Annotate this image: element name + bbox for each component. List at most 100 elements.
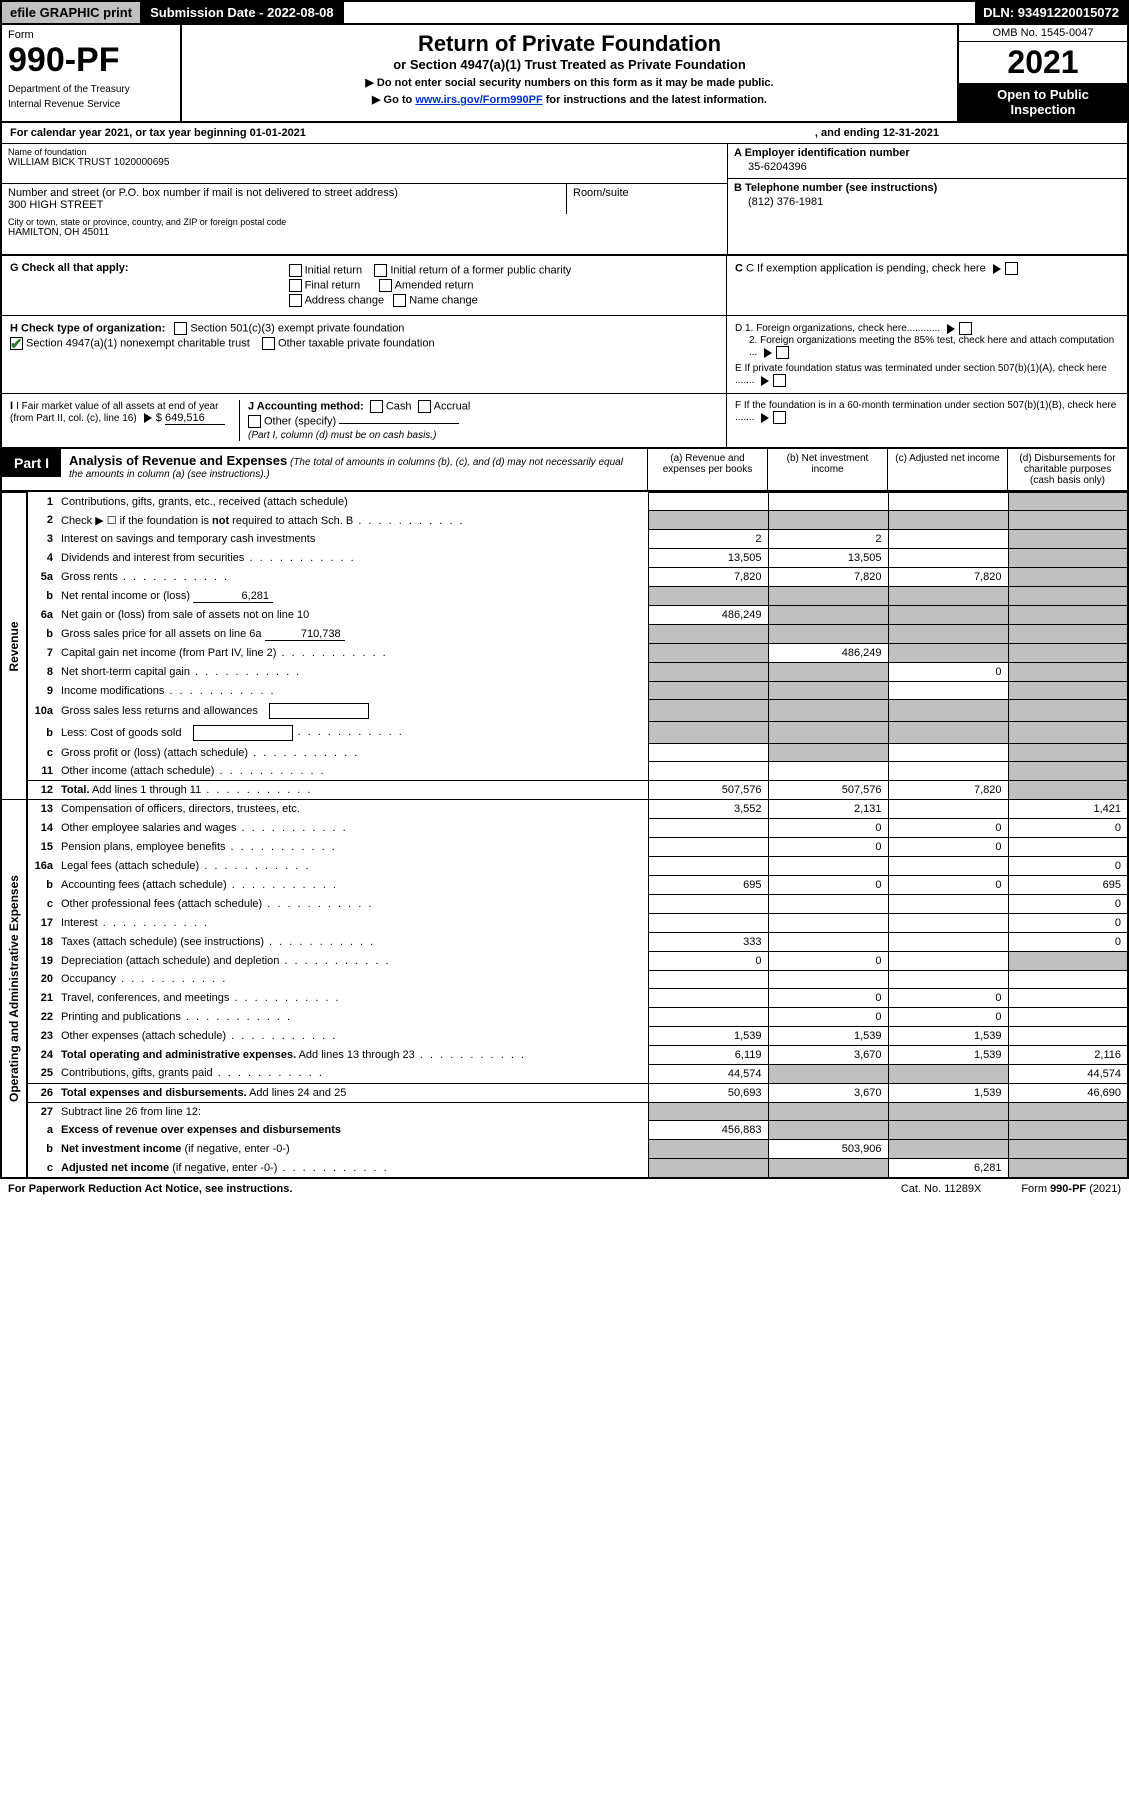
part1-header: Part I Analysis of Revenue and Expenses … xyxy=(0,449,1129,492)
triangle-icon xyxy=(993,264,1001,274)
c-exemption: C C If exemption application is pending,… xyxy=(735,262,1119,275)
entity-block: Name of foundation WILLIAM BICK TRUST 10… xyxy=(0,144,1129,256)
col-b-value: 0 xyxy=(768,951,888,970)
chk-d2[interactable] xyxy=(776,346,789,359)
pra-notice: For Paperwork Reduction Act Notice, see … xyxy=(8,1183,292,1195)
col-d-value xyxy=(1008,1140,1128,1159)
col-a-header: (a) Revenue and expenses per books xyxy=(647,449,767,490)
line-number: 21 xyxy=(27,988,57,1007)
line-desc: Other professional fees (attach schedule… xyxy=(57,894,648,913)
efile-label: efile GRAPHIC print xyxy=(2,2,142,23)
col-c-value: 0 xyxy=(888,663,1008,682)
line-number: 1 xyxy=(27,493,57,511)
line-desc: Other employee salaries and wages xyxy=(57,818,648,837)
col-a-value xyxy=(648,1102,768,1121)
col-a-value xyxy=(648,1007,768,1026)
col-d-value xyxy=(1008,493,1128,511)
col-b-value: 507,576 xyxy=(768,780,888,799)
section-i-j-f: I I Fair market value of all assets at e… xyxy=(0,394,1129,449)
chk-address-change[interactable] xyxy=(289,294,302,307)
chk-4947a1[interactable] xyxy=(10,337,23,350)
line-desc: Gross rents xyxy=(57,568,648,587)
col-b-value xyxy=(768,493,888,511)
col-a-value xyxy=(648,644,768,663)
line-desc: Dividends and interest from securities xyxy=(57,549,648,568)
ein-row: A Employer identification number 35-6204… xyxy=(728,144,1127,179)
col-d-value xyxy=(1008,744,1128,762)
line-number: b xyxy=(27,875,57,894)
col-b-value: 0 xyxy=(768,988,888,1007)
col-a-value xyxy=(648,511,768,530)
col-d-value xyxy=(1008,530,1128,549)
open-inspection: Open to PublicInspection xyxy=(959,83,1127,121)
chk-amended-return[interactable] xyxy=(379,279,392,292)
j-accounting: J Accounting method: Cash Accrual Other … xyxy=(240,400,718,441)
col-a-value xyxy=(648,818,768,837)
line-number: 16a xyxy=(27,856,57,875)
line-number: 7 xyxy=(27,644,57,663)
col-d-value: 0 xyxy=(1008,932,1128,951)
col-a-value: 44,574 xyxy=(648,1064,768,1083)
col-b-value: 503,906 xyxy=(768,1140,888,1159)
part1-table: Revenue1Contributions, gifts, grants, et… xyxy=(0,492,1129,1179)
col-c-value: 7,820 xyxy=(888,568,1008,587)
col-c-value xyxy=(888,1121,1008,1140)
table-row: cGross profit or (loss) (attach schedule… xyxy=(1,744,1128,762)
col-c-value xyxy=(888,894,1008,913)
col-c-value xyxy=(888,644,1008,663)
chk-initial-return[interactable] xyxy=(289,264,302,277)
triangle-icon xyxy=(144,413,152,423)
col-a-value: 695 xyxy=(648,875,768,894)
chk-initial-public[interactable] xyxy=(374,264,387,277)
col-b-value xyxy=(768,856,888,875)
col-c-value: 6,281 xyxy=(888,1159,1008,1179)
col-d-value xyxy=(1008,837,1128,856)
chk-final-return[interactable] xyxy=(289,279,302,292)
chk-other-method[interactable] xyxy=(248,415,261,428)
triangle-icon xyxy=(761,376,769,386)
col-b-value xyxy=(768,663,888,682)
col-d-value xyxy=(1008,587,1128,606)
chk-c[interactable] xyxy=(1005,262,1018,275)
triangle-icon xyxy=(947,324,955,334)
form-ref: Form 990-PF (2021) xyxy=(1021,1183,1121,1195)
col-a-value: 486,249 xyxy=(648,606,768,625)
j-note: (Part I, column (d) must be on cash basi… xyxy=(248,430,718,441)
line-desc: Income modifications xyxy=(57,682,648,700)
line-desc: Net rental income or (loss) 6,281 xyxy=(57,587,648,606)
chk-cash[interactable] xyxy=(370,400,383,413)
col-b-header: (b) Net investment income xyxy=(767,449,887,490)
year-block: OMB No. 1545-0047 2021 Open to PublicIns… xyxy=(957,25,1127,121)
table-row: 21Travel, conferences, and meetings00 xyxy=(1,988,1128,1007)
table-row: 19Depreciation (attach schedule) and dep… xyxy=(1,951,1128,970)
line-desc: Travel, conferences, and meetings xyxy=(57,988,648,1007)
chk-e[interactable] xyxy=(773,374,786,387)
col-a-value xyxy=(648,700,768,722)
instructions-link[interactable]: www.irs.gov/Form990PF xyxy=(415,94,542,106)
tax-year: 2021 xyxy=(959,42,1127,83)
form-number: 990-PF xyxy=(8,41,174,80)
chk-name-change[interactable] xyxy=(393,294,406,307)
chk-501c3[interactable] xyxy=(174,322,187,335)
col-b-value: 1,539 xyxy=(768,1026,888,1045)
col-a-value xyxy=(648,1140,768,1159)
line-desc: Other income (attach schedule) xyxy=(57,762,648,781)
line-number: 23 xyxy=(27,1026,57,1045)
col-d-value xyxy=(1008,1102,1128,1121)
col-a-value: 13,505 xyxy=(648,549,768,568)
col-b-value xyxy=(768,587,888,606)
chk-other-taxable[interactable] xyxy=(262,337,275,350)
cal-begin: For calendar year 2021, or tax year begi… xyxy=(10,127,306,139)
h-label: H Check type of organization: xyxy=(10,322,165,334)
revenue-side-label: Revenue xyxy=(1,493,27,800)
chk-f[interactable] xyxy=(773,411,786,424)
col-d-value: 0 xyxy=(1008,856,1128,875)
chk-accrual[interactable] xyxy=(418,400,431,413)
line-number: b xyxy=(27,625,57,644)
col-c-value xyxy=(888,606,1008,625)
col-a-value: 1,539 xyxy=(648,1026,768,1045)
col-c-value xyxy=(888,722,1008,744)
col-a-value xyxy=(648,856,768,875)
col-a-value: 0 xyxy=(648,951,768,970)
chk-d1[interactable] xyxy=(959,322,972,335)
